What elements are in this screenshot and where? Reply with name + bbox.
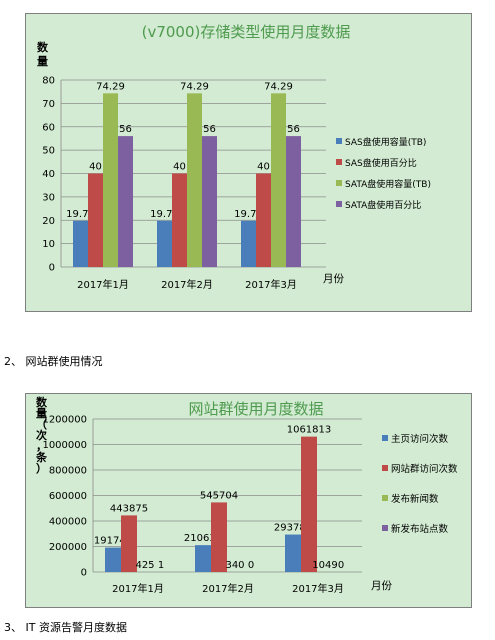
storage-y-tick-label: 60 (42, 122, 55, 133)
storage-y-tick-label: 30 (42, 192, 55, 203)
website-chart-title: 网站群使用月度数据 (188, 400, 323, 418)
section-heading-website: 2、 网站群使用情况 (4, 355, 103, 368)
website-chart-svg: 0 200000 400000 600000 800000 1000000 1200000 1… (35, 395, 458, 595)
website-legend-swatch (382, 525, 388, 531)
website-legend-swatch (382, 465, 388, 471)
website-data-label: 0 (338, 560, 344, 571)
storage-chart-svg: 0 10 20 30 40 50 60 70 80 19.78 40 74.29 56 2017年1月 19… (37, 23, 431, 291)
website-data-label: 545704 (200, 490, 238, 501)
storage-bar (88, 173, 103, 267)
storage-x-axis-label: 月份 (323, 273, 344, 285)
website-chart: 0 200000 400000 600000 800000 1000000 1200000 1… (25, 393, 472, 608)
storage-bar (157, 220, 172, 267)
storage-bar (202, 136, 217, 267)
storage-data-label: 40 (257, 162, 270, 173)
website-y-tick-label: 400000 (49, 517, 87, 528)
website-data-label: 340 (225, 560, 244, 571)
storage-bar (73, 220, 88, 267)
storage-bar (256, 173, 271, 267)
website-data-label: 210631 (184, 533, 222, 544)
website-data-label: 293784 (274, 523, 312, 534)
section-heading-it-alerts: 3、 IT 资源告警月度数据 (4, 621, 127, 634)
storage-y-axis-label: 数量 (37, 40, 49, 68)
website-bar (105, 547, 121, 572)
storage-legend-label: SATA盘使用容量(TB) (345, 178, 431, 190)
website-data-label: 191745 (94, 536, 132, 547)
storage-bar (103, 93, 118, 267)
website-legend-swatch (382, 495, 388, 501)
storage-y-tick-label: 50 (42, 146, 55, 157)
website-legend-label: 新发布站点数 (391, 523, 449, 535)
website-x-tick-label: 2017年3月 (292, 582, 344, 595)
storage-chart-title: (v7000)存储类型使用月度数据 (142, 23, 351, 41)
storage-data-label: 74.29 (264, 81, 293, 92)
website-x-tick-label: 2017年2月 (202, 582, 254, 595)
website-y-tick-label: 1200000 (42, 415, 87, 426)
website-legend-swatch (382, 435, 388, 441)
storage-bar (118, 136, 133, 267)
website-y-tick-label: 0 (81, 568, 87, 579)
website-y-tick-label: 800000 (49, 466, 87, 477)
storage-data-label: 74.29 (180, 81, 209, 92)
storage-bar (286, 136, 301, 267)
website-bar (211, 502, 227, 572)
website-y-axis-label: 数量（次，条） (35, 395, 48, 475)
website-data-label: 1061813 (287, 425, 332, 436)
storage-y-tick-label: 20 (42, 216, 55, 227)
website-bar (195, 545, 211, 572)
website-data-label: 0 (248, 560, 254, 571)
storage-data-label: 19.78 (150, 209, 179, 220)
website-legend-label: 主页访问次数 (391, 433, 449, 445)
storage-legend-swatch (336, 138, 342, 144)
storage-data-label: 19.78 (66, 209, 95, 220)
storage-legend-swatch (336, 159, 342, 165)
storage-y-tick-label: 10 (42, 239, 55, 250)
storage-y-tick-label: 0 (49, 263, 55, 274)
website-data-label: 1049 (312, 560, 337, 571)
storage-data-label: 40 (89, 162, 102, 173)
storage-legend-label: SATA盘使用百分比 (345, 199, 421, 211)
website-y-tick-label: 600000 (49, 491, 87, 502)
website-y-tick-label: 200000 (49, 542, 87, 553)
website-legend-label: 发布新闻数 (391, 493, 439, 505)
storage-x-tick-label: 2017年2月 (161, 278, 213, 291)
storage-y-tick-label: 70 (42, 99, 55, 110)
storage-data-label: 74.29 (96, 81, 125, 92)
storage-x-tick-label: 2017年3月 (245, 278, 297, 291)
storage-data-label: 56 (287, 124, 300, 135)
storage-y-tick-label: 40 (42, 169, 55, 180)
storage-bar (241, 220, 256, 267)
storage-legend-label: SAS盘使用容量(TB) (345, 136, 426, 148)
storage-legend-swatch (336, 180, 342, 186)
storage-data-label: 56 (119, 124, 132, 135)
storage-bar (172, 173, 187, 267)
website-x-tick-label: 2017年1月 (112, 582, 164, 595)
website-y-tick-label: 1000000 (42, 440, 87, 451)
website-data-label: 1 (158, 560, 164, 571)
website-bar (285, 534, 301, 572)
website-data-label: 425 (135, 560, 154, 571)
storage-data-label: 40 (173, 162, 186, 173)
storage-legend-swatch (336, 201, 342, 207)
website-x-axis-label: 月份 (371, 580, 392, 592)
website-legend-label: 网站群访问次数 (391, 463, 458, 475)
storage-data-label: 19.78 (234, 209, 263, 220)
storage-chart: 0 10 20 30 40 50 60 70 80 19.78 40 74.29 56 2017年1月 19… (25, 13, 472, 312)
storage-legend-label: SAS盘使用百分比 (345, 157, 417, 169)
storage-bar (271, 93, 286, 267)
website-bar (121, 515, 137, 572)
website-bar (301, 436, 317, 572)
storage-data-label: 56 (203, 124, 216, 135)
storage-y-tick-label: 80 (42, 76, 55, 87)
storage-x-tick-label: 2017年1月 (77, 278, 129, 291)
storage-bar (187, 93, 202, 267)
website-data-label: 443875 (110, 503, 148, 514)
